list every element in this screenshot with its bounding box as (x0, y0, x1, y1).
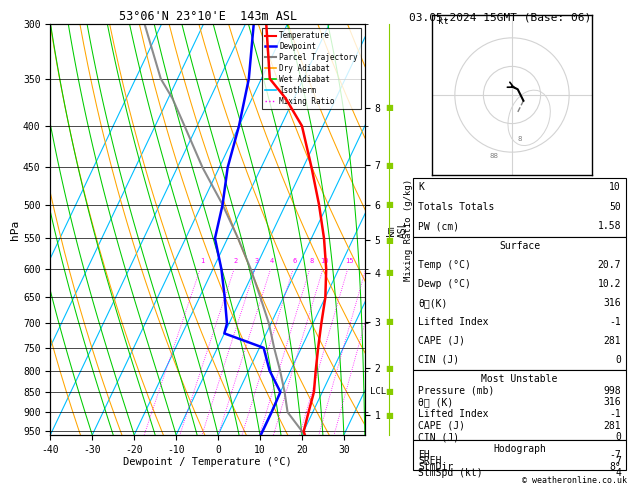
Text: Lifted Index: Lifted Index (418, 409, 489, 419)
Text: 1.58: 1.58 (598, 221, 621, 231)
Text: StmDir: StmDir (418, 462, 454, 472)
Text: -7: -7 (610, 450, 621, 460)
Text: -1: -1 (610, 317, 621, 327)
Text: 10: 10 (610, 182, 621, 192)
Text: ■: ■ (385, 268, 393, 277)
Text: ■: ■ (385, 364, 393, 373)
Text: Surface: Surface (499, 241, 540, 251)
Text: kt: kt (438, 17, 448, 26)
Text: 281: 281 (603, 420, 621, 431)
Text: ■: ■ (385, 200, 393, 209)
Text: 2: 2 (233, 258, 238, 264)
Text: 20.7: 20.7 (598, 260, 621, 270)
Text: 0: 0 (615, 432, 621, 442)
Text: 88: 88 (489, 153, 498, 159)
Text: 6: 6 (292, 258, 297, 264)
Text: 8: 8 (309, 258, 313, 264)
Text: ■: ■ (385, 160, 393, 170)
Text: 3: 3 (255, 258, 259, 264)
Title: 53°06'N 23°10'E  143m ASL: 53°06'N 23°10'E 143m ASL (118, 10, 297, 23)
Text: 4: 4 (615, 468, 621, 478)
Text: ■: ■ (385, 411, 393, 420)
Text: 10.2: 10.2 (598, 279, 621, 289)
Text: CAPE (J): CAPE (J) (418, 336, 465, 346)
Text: Totals Totals: Totals Totals (418, 202, 494, 211)
Text: 998: 998 (603, 385, 621, 396)
Text: 0: 0 (615, 355, 621, 365)
Text: ■: ■ (385, 103, 393, 112)
Text: θᴇ(K): θᴇ(K) (418, 298, 447, 308)
Text: 1: 1 (199, 258, 204, 264)
Text: 15: 15 (345, 258, 353, 264)
Text: Hodograph: Hodograph (493, 444, 546, 454)
Text: 316: 316 (603, 397, 621, 407)
Text: ■: ■ (385, 236, 393, 245)
Text: ■: ■ (385, 317, 393, 327)
Text: LCL: LCL (370, 387, 386, 396)
Text: PW (cm): PW (cm) (418, 221, 459, 231)
Y-axis label: km
ASL: km ASL (386, 221, 408, 239)
Text: 03.05.2024 15GMT (Base: 06): 03.05.2024 15GMT (Base: 06) (409, 12, 591, 22)
Text: K: K (418, 182, 424, 192)
Text: ■: ■ (385, 387, 393, 396)
Y-axis label: hPa: hPa (10, 220, 20, 240)
Text: CIN (J): CIN (J) (418, 432, 459, 442)
Text: 4: 4 (270, 258, 274, 264)
Text: 316: 316 (603, 298, 621, 308)
X-axis label: Dewpoint / Temperature (°C): Dewpoint / Temperature (°C) (123, 457, 292, 468)
Text: Temp (°C): Temp (°C) (418, 260, 471, 270)
Text: Mixing Ratio (g/kg): Mixing Ratio (g/kg) (404, 178, 413, 281)
Text: -1: -1 (610, 409, 621, 419)
Text: 8: 8 (518, 136, 522, 142)
Text: CIN (J): CIN (J) (418, 355, 459, 365)
Text: 50: 50 (610, 202, 621, 211)
Text: Dewp (°C): Dewp (°C) (418, 279, 471, 289)
Text: EH: EH (418, 450, 430, 460)
Text: 10: 10 (320, 258, 328, 264)
Legend: Temperature, Dewpoint, Parcel Trajectory, Dry Adiabat, Wet Adiabat, Isotherm, Mi: Temperature, Dewpoint, Parcel Trajectory… (262, 28, 361, 109)
Text: SREH: SREH (418, 456, 442, 466)
Text: 281: 281 (603, 336, 621, 346)
Text: StmSpd (kt): StmSpd (kt) (418, 468, 482, 478)
Text: Pressure (mb): Pressure (mb) (418, 385, 494, 396)
Text: CAPE (J): CAPE (J) (418, 420, 465, 431)
Text: 7: 7 (615, 456, 621, 466)
Text: Most Unstable: Most Unstable (481, 374, 558, 384)
Text: Lifted Index: Lifted Index (418, 317, 489, 327)
Text: 8°: 8° (610, 462, 621, 472)
Text: θᴇ (K): θᴇ (K) (418, 397, 454, 407)
Text: © weatheronline.co.uk: © weatheronline.co.uk (522, 475, 627, 485)
